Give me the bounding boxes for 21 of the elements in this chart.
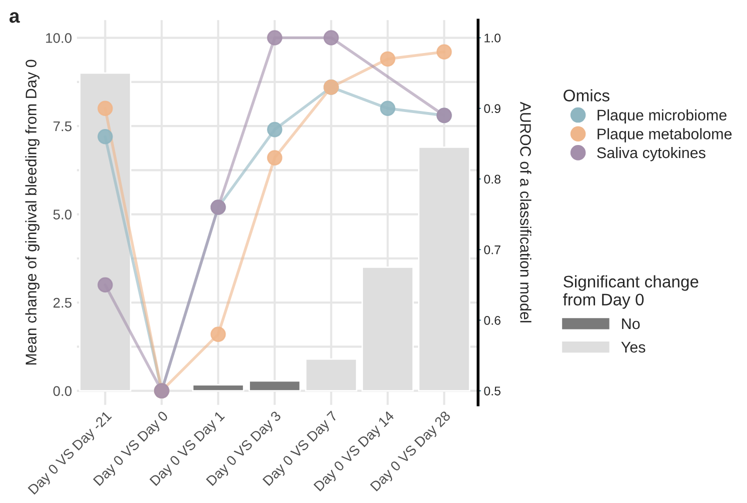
y-axis-title: Mean change of gingival bleeding from Day 0 [25,60,40,365]
y-tick-label: 10.0 [46,33,72,43]
legend-label: Plaque microbiome [598,109,726,124]
y-tick-label: 5.0 [53,210,72,220]
text: Omics [564,89,610,102]
legend-label: No [622,318,640,330]
y2-tick-label: 0.5 [484,386,500,396]
legend-label: Plaque metabolome [598,128,732,142]
legend-label: Saliva cytokines [597,146,706,162]
y2-axis-title: AUROC of a classification model [520,102,532,322]
y2-tick-label: 0.9 [484,104,500,114]
y-tick-label: 7.5 [53,122,72,132]
text: Significant change from Day 0 [563,275,698,309]
y-tick-label: 2.5 [53,298,72,308]
y2-tick-label: 0.7 [484,245,500,254]
y-tick-label: 0.0 [53,386,72,396]
legend-label: Yes [621,342,646,353]
text: a [10,12,20,23]
y2-tick-label: 1.0 [484,34,501,42]
y2-tick-label: 0.8 [484,174,500,184]
y2-tick-label: 0.6 [484,316,500,325]
